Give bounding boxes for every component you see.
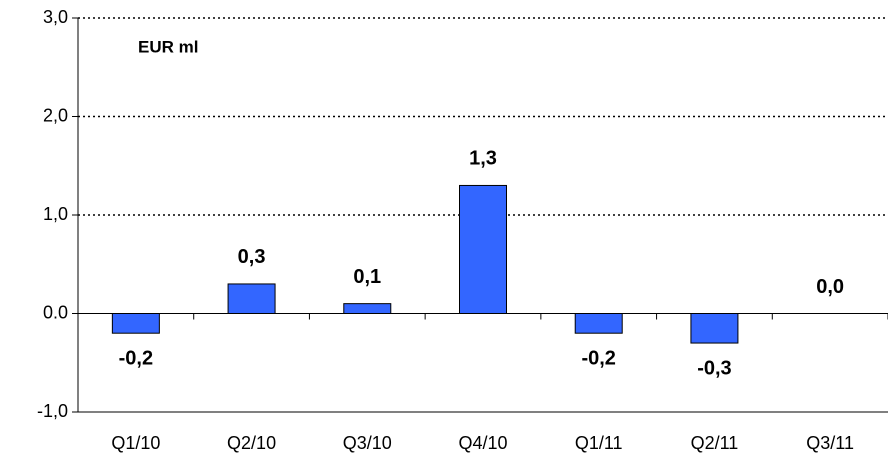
value-label: -0,3 [697, 357, 731, 379]
x-tick-label: Q1/11 [575, 433, 623, 453]
y-tick-label: 1,0 [43, 204, 68, 224]
x-tick-label: Q3/11 [806, 433, 854, 453]
value-label: -0,2 [119, 347, 153, 369]
bar [574, 313, 623, 334]
y-tick-label: 3,0 [43, 7, 68, 27]
x-tick-label: Q1/10 [111, 433, 160, 453]
value-label: -0,2 [581, 347, 615, 369]
y-tick-label: -1,0 [37, 401, 68, 421]
bar [459, 184, 507, 314]
x-tick-label: Q4/10 [458, 433, 507, 453]
chart-title: EUR ml [138, 37, 198, 56]
x-tick-label: Q2/10 [227, 433, 276, 453]
bar [343, 303, 392, 314]
value-label: 0,0 [816, 276, 844, 298]
bar [690, 313, 739, 344]
y-tick-label: 0.0 [43, 302, 68, 322]
y-tick-label: 2,0 [43, 105, 68, 125]
x-tick-label: Q3/10 [343, 433, 392, 453]
value-label: 1,3 [469, 148, 497, 170]
value-label: 0,3 [238, 246, 266, 268]
x-tick-label: Q2/11 [691, 433, 739, 453]
bar [111, 313, 160, 334]
value-label: 0,1 [353, 266, 381, 288]
bar [227, 283, 276, 315]
